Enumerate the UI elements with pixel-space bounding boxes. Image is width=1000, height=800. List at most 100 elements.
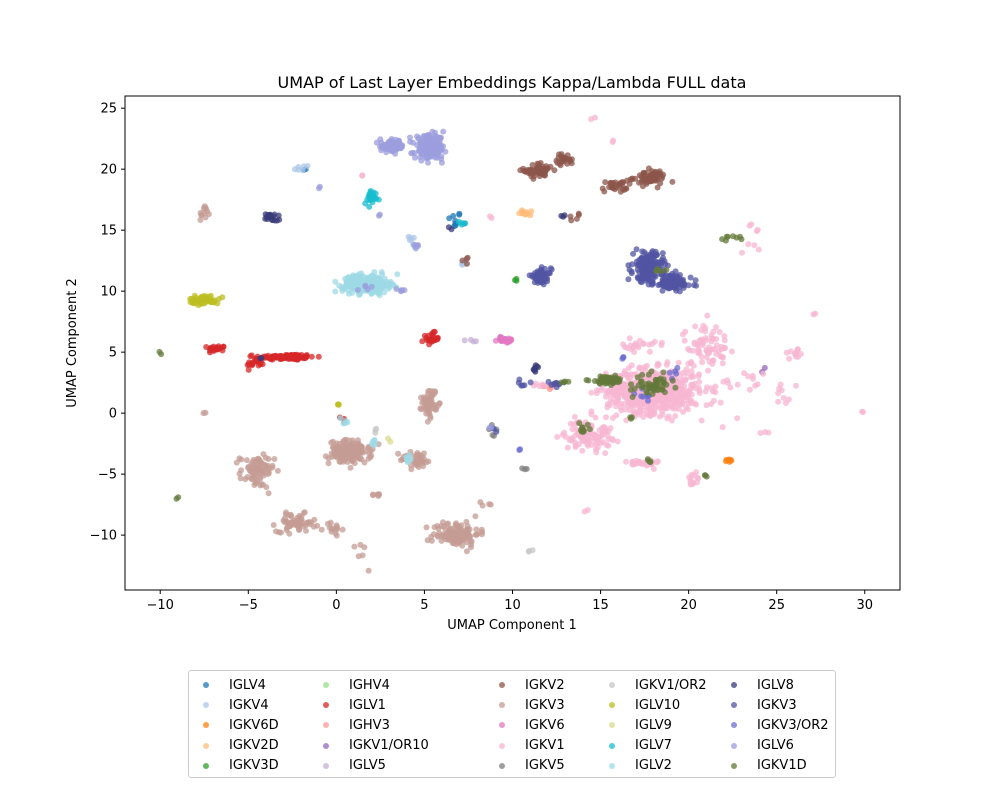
data-point	[698, 417, 705, 424]
data-point	[407, 134, 413, 141]
data-point	[690, 347, 696, 354]
data-point	[340, 442, 347, 449]
data-point	[315, 353, 322, 360]
data-point	[579, 447, 586, 454]
data-point	[331, 450, 338, 456]
data-point	[354, 287, 361, 293]
data-point	[721, 333, 728, 339]
series-0	[301, 166, 468, 230]
series-21	[488, 246, 700, 435]
y-tick-label: 0	[109, 407, 117, 422]
data-point	[419, 145, 426, 152]
data-point	[584, 507, 591, 513]
x-tick-label: 0	[332, 598, 340, 613]
data-point	[643, 180, 650, 187]
data-point	[629, 458, 636, 465]
data-point	[276, 216, 283, 223]
data-point	[296, 526, 303, 533]
x-tick-label: 30	[856, 598, 873, 613]
data-point	[207, 299, 214, 305]
data-point	[536, 270, 543, 277]
data-point	[589, 433, 596, 440]
legend-label: IGLV7	[635, 738, 672, 754]
data-point	[708, 401, 715, 407]
data-point	[645, 258, 651, 265]
data-point	[639, 371, 646, 378]
data-point	[629, 175, 636, 182]
data-point	[277, 529, 284, 536]
series-3	[516, 207, 535, 219]
series-11	[197, 203, 494, 574]
data-point	[605, 436, 612, 443]
data-point	[748, 221, 755, 228]
data-point	[720, 378, 727, 385]
chart-title: UMAP of Last Layer Embeddings Kappa/Lamb…	[278, 73, 747, 92]
legend-item: IGLV4	[189, 675, 279, 695]
data-point	[719, 424, 726, 431]
data-point	[428, 392, 435, 399]
data-point	[546, 270, 553, 277]
data-point	[295, 164, 302, 170]
data-point	[639, 248, 646, 255]
data-point	[651, 338, 658, 345]
data-point	[605, 442, 612, 449]
data-point	[380, 142, 387, 149]
data-point	[202, 204, 209, 211]
data-point	[347, 443, 354, 450]
data-point	[258, 355, 265, 362]
data-point	[364, 196, 371, 203]
data-point	[353, 448, 360, 455]
data-point	[238, 467, 245, 474]
y-axis-label: UMAP Component 2	[65, 278, 80, 407]
legend-label: IGKV2D	[229, 738, 279, 754]
legend-label: IGLV5	[349, 758, 386, 774]
data-point	[659, 250, 666, 257]
data-point	[641, 364, 648, 370]
data-point	[639, 257, 646, 263]
data-point	[699, 359, 706, 366]
data-point	[376, 287, 382, 294]
series-20	[257, 211, 568, 375]
data-point	[694, 479, 701, 486]
data-point	[286, 530, 293, 537]
legend-item: IGLV5	[309, 756, 429, 776]
data-point	[640, 341, 647, 347]
data-point	[762, 429, 768, 435]
data-point	[719, 354, 726, 361]
series-24	[156, 233, 745, 502]
data-point	[355, 553, 362, 560]
data-point	[418, 157, 425, 164]
data-point	[659, 386, 666, 393]
data-point	[596, 380, 603, 387]
data-point	[369, 199, 376, 206]
data-point	[260, 481, 266, 488]
legend-label: IGKV3	[525, 697, 565, 713]
data-point	[633, 246, 640, 253]
data-point	[341, 285, 348, 292]
data-point	[585, 377, 592, 384]
data-point	[196, 297, 203, 304]
legend-marker	[203, 702, 209, 709]
data-point	[692, 277, 699, 284]
data-point	[633, 409, 640, 416]
series-13	[359, 114, 866, 515]
data-point	[220, 343, 227, 350]
data-point	[685, 345, 692, 352]
data-point	[299, 519, 305, 526]
legend-item: IGHV3	[309, 715, 429, 735]
data-point	[242, 476, 249, 483]
data-point	[541, 168, 548, 175]
data-point	[687, 481, 694, 488]
data-point	[627, 342, 634, 349]
data-point	[358, 448, 365, 455]
data-point	[263, 464, 270, 471]
data-point	[613, 412, 620, 419]
data-point	[462, 531, 469, 538]
legend-marker	[609, 762, 615, 769]
data-point	[468, 544, 474, 551]
data-point	[793, 382, 799, 389]
data-point	[388, 148, 395, 154]
data-point	[395, 450, 402, 457]
data-point	[681, 337, 688, 344]
data-point	[541, 271, 548, 277]
